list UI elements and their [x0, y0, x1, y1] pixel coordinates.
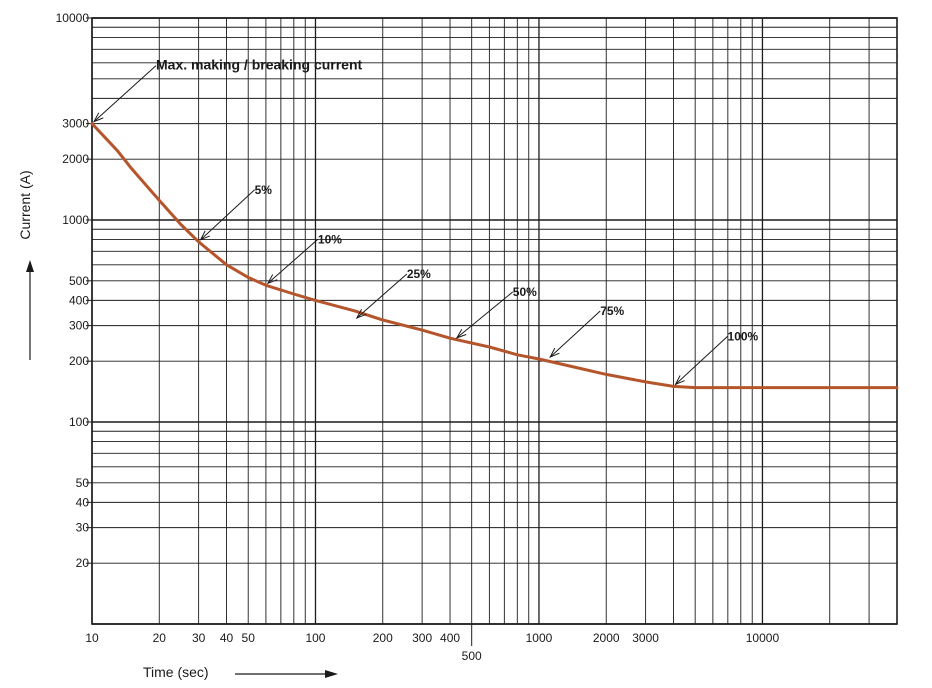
y-tick-label: 2000 [62, 152, 89, 166]
annotation-label: 100% [728, 329, 759, 343]
y-axis-arrow [26, 260, 34, 360]
annotation-leader [200, 189, 255, 241]
annotation-leader [549, 310, 601, 358]
annotation-arrowhead [199, 230, 210, 241]
annotation-arrowhead [455, 328, 467, 339]
series-line [90, 122, 899, 390]
grid [86, 17, 898, 625]
x-tick-label: 200 [373, 631, 393, 645]
y-tick-label: 300 [69, 319, 89, 333]
y-tick-label: 40 [76, 495, 90, 509]
x-axis-title: Time (sec) [143, 664, 209, 680]
y-tick-label: 100 [69, 415, 89, 429]
annotation-arrowhead [92, 112, 104, 123]
annotation-leader [356, 273, 408, 319]
x-tick-label: 100 [305, 631, 325, 645]
y-tick-label: 3000 [62, 117, 89, 131]
annotation-leader [93, 65, 157, 122]
y-tick-label: 400 [69, 293, 89, 307]
x-tick-label: 40 [220, 631, 234, 645]
y-tick-label: 200 [69, 354, 89, 368]
x-tick-label: 20 [153, 631, 167, 645]
annotation-leader [267, 238, 319, 284]
y-tick-label: 50 [76, 476, 90, 490]
curve-layer [90, 122, 899, 390]
annotation-arrowhead [266, 274, 278, 285]
annotation-label: 5% [255, 183, 273, 197]
y-tick-label: 20 [76, 556, 90, 570]
x-tick-label: 3000 [632, 631, 659, 645]
x-tick-label: 50 [242, 631, 256, 645]
annotation-label: Max. making / breaking current [156, 57, 363, 73]
x-tick-label: 10 [85, 631, 99, 645]
annotation-leader [675, 336, 728, 385]
y-tick-label: 1000 [62, 213, 89, 227]
y-tick-labels: 10000 3000 2000 1000 500 400 300 200 100 50 40 30 20 [56, 11, 90, 570]
annotation-label: 75% [600, 304, 624, 318]
plot-frame [91, 17, 898, 625]
annotation-arrowhead [355, 308, 367, 319]
x-tick-label: 10000 [746, 631, 780, 645]
x-tick-label: 30 [192, 631, 206, 645]
annotation-label: 25% [407, 267, 431, 281]
annotation-arrowhead [674, 375, 685, 386]
annotation-label: 50% [513, 285, 537, 299]
x-tick-label: 1000 [526, 631, 553, 645]
annotation-layer: Max. making / breaking current 5% 10% 25% 50… [92, 57, 759, 386]
y-axis-title: Current (A) [17, 170, 33, 239]
annotation-label: 10% [318, 232, 342, 246]
y-tick-label: 500 [69, 274, 89, 288]
x-tick-label: 500 [462, 649, 482, 663]
x-axis-arrow [235, 670, 338, 678]
x-tick-label: 300 [412, 631, 432, 645]
x-tick-label: 2000 [593, 631, 620, 645]
x-tick-label: 400 [440, 631, 460, 645]
y-tick-label: 10000 [56, 11, 90, 25]
annotation-leader [456, 291, 514, 339]
annotation-arrowhead [549, 347, 560, 358]
y-tick-label: 30 [76, 521, 90, 535]
